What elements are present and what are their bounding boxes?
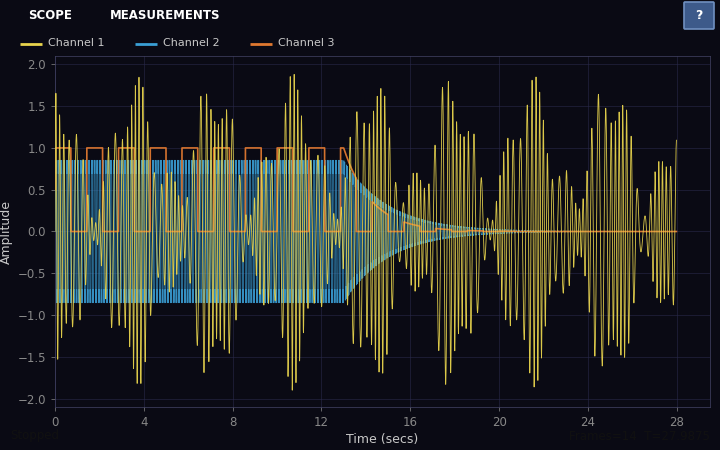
Y-axis label: Amplitude: Amplitude	[0, 199, 13, 264]
Text: Channel 3: Channel 3	[278, 39, 335, 49]
Text: Channel 2: Channel 2	[163, 39, 220, 49]
Text: MEASUREMENTS: MEASUREMENTS	[110, 9, 220, 22]
Text: ?: ?	[696, 9, 703, 22]
Text: Channel 1: Channel 1	[48, 39, 104, 49]
X-axis label: Time (secs): Time (secs)	[346, 433, 418, 446]
Text: SCOPE: SCOPE	[28, 9, 72, 22]
FancyBboxPatch shape	[684, 2, 714, 29]
Text: Stopped: Stopped	[10, 429, 59, 442]
Text: Frames=14  T=27.9875: Frames=14 T=27.9875	[569, 429, 710, 442]
